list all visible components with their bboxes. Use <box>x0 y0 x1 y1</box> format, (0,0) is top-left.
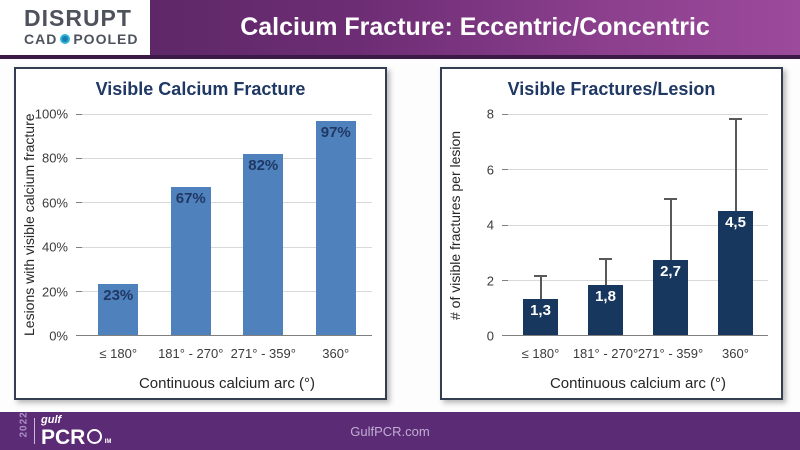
x-tick-label: 360° <box>722 346 749 361</box>
y-tick-label: 4 <box>486 217 494 233</box>
gridline <box>508 114 768 115</box>
bar-value-label: 97% <box>320 123 351 141</box>
logo-divider <box>34 418 35 444</box>
logo-year: 2022 <box>18 410 30 437</box>
error-bar-line <box>669 199 672 261</box>
y-tick-mark <box>76 158 82 160</box>
bar-value-label: 4,5 <box>725 213 746 231</box>
right-chart-title: Visible Fractures/Lesion <box>507 79 716 99</box>
bar: 97% <box>315 120 356 335</box>
y-tick-label: 20% <box>41 284 68 300</box>
bar-value-label: 82% <box>248 156 279 174</box>
slide-footer: 2022 gulf PCR IM GulfPCR.com <box>0 410 800 450</box>
left-chart-x-ticks: ≤ 180° 181° - 270° 271° - 359° 360° <box>82 342 372 364</box>
bar: 2,7 <box>652 260 689 335</box>
logo-text-disrupt: DISRUPT <box>24 5 132 31</box>
left-chart-panel: Visible Calcium Fracture Lesions with vi… <box>14 67 387 400</box>
pcr-ring-icon: IM <box>87 428 111 445</box>
bar: 4,5 <box>717 210 754 335</box>
bar: 82% <box>243 153 284 335</box>
disrupt-cad-logo: DISRUPT CAD POOLED <box>0 0 150 55</box>
gridline <box>82 158 372 160</box>
left-chart-plot-area: 23% 67% 82% 97% <box>76 114 372 336</box>
error-bar-cap <box>599 258 612 261</box>
left-chart-title: Visible Calcium Fracture <box>95 79 306 99</box>
y-tick-label: 2 <box>486 273 494 288</box>
gridline <box>82 202 372 204</box>
y-tick-mark <box>502 224 508 226</box>
x-tick-label: ≤ 180° <box>521 346 560 361</box>
y-tick-mark <box>76 290 82 292</box>
left-chart-y-ticks: 0% 20% 40% 60% 80% 100% <box>16 107 76 344</box>
error-bar-cap <box>534 275 547 277</box>
bar: 67% <box>170 186 211 335</box>
logo-dot-icon <box>60 34 71 44</box>
header-underline <box>0 55 800 59</box>
y-tick-mark <box>502 114 508 115</box>
bar: 1,8 <box>587 285 624 335</box>
right-chart-x-ticks: ≤ 180° 181° - 270° 271° - 359° 360° <box>508 342 768 364</box>
left-chart-x-axis-title: Continuous calcium arc (°) <box>138 375 316 392</box>
y-tick-label: 6 <box>486 162 494 177</box>
error-bar-cap <box>664 197 677 200</box>
logo-text-gulf: gulf <box>41 413 62 426</box>
x-tick-label: 181° - 270° <box>158 346 224 361</box>
right-chart-plot-area: 1,3 1,8 2,7 4,5 <box>502 114 768 336</box>
logo-text-im: IM <box>104 438 112 445</box>
slide-header: DISRUPT CAD POOLED Calcium Fracture: Ecc… <box>0 0 800 59</box>
right-chart-y-ticks: 0 2 4 6 8 <box>442 107 502 344</box>
bar-value-label: 1,8 <box>595 288 616 306</box>
y-tick-label: 0 <box>486 328 494 344</box>
logo-text-cad-pooled: CAD POOLED <box>24 32 150 46</box>
gridline <box>508 224 768 226</box>
logo-text-cad: CAD <box>24 31 58 47</box>
bar-value-label: 67% <box>175 189 206 207</box>
y-tick-label: 0% <box>49 328 68 344</box>
logo-text-pooled: POOLED <box>73 31 139 47</box>
right-chart-panel: Visible Fractures/Lesion # of visible fr… <box>440 67 783 400</box>
slide-title: Calcium Fracture: Eccentric/Concentric <box>240 13 710 41</box>
y-tick-mark <box>76 246 82 248</box>
right-chart-x-axis-title: Continuous calcium arc (°) <box>549 375 727 392</box>
bar-value-label: 2,7 <box>660 263 681 281</box>
y-tick-label: 8 <box>486 106 494 122</box>
gridline <box>508 169 768 171</box>
footer-website: GulfPCR.com <box>350 423 430 439</box>
y-tick-label: 80% <box>41 150 68 166</box>
gridline <box>82 290 372 292</box>
y-tick-label: 40% <box>41 239 68 255</box>
x-tick-label: 181° - 270° <box>572 346 639 361</box>
x-tick-label: ≤ 180° <box>99 346 138 361</box>
error-bar-line <box>604 260 607 286</box>
y-tick-label: 100% <box>34 106 68 122</box>
bar-value-label: 1,3 <box>530 302 551 320</box>
x-tick-label: 271° - 359° <box>637 346 704 361</box>
y-tick-mark <box>76 335 82 336</box>
y-tick-mark <box>502 169 508 171</box>
x-tick-label: 271° - 359° <box>230 346 296 361</box>
x-tick-label: 360° <box>322 346 350 361</box>
logo-text-pcr: PCR <box>41 425 86 449</box>
gridline <box>82 114 372 115</box>
bar: 1,3 <box>522 299 559 335</box>
gridline <box>508 279 768 281</box>
bar: 23% <box>98 284 139 335</box>
error-bar-line <box>734 119 737 211</box>
gulf-pcr-logo: 2022 gulf PCR IM <box>18 410 112 449</box>
gridline <box>82 246 372 248</box>
y-tick-mark <box>76 202 82 204</box>
error-bar-line <box>539 277 542 300</box>
error-bar-cap <box>729 117 742 120</box>
logo-text-stack: gulf PCR <box>41 413 86 449</box>
y-tick-mark <box>502 279 508 281</box>
y-tick-mark <box>76 114 82 115</box>
y-tick-label: 60% <box>41 195 68 211</box>
bar-value-label: 23% <box>103 287 134 305</box>
y-tick-mark <box>502 335 508 336</box>
